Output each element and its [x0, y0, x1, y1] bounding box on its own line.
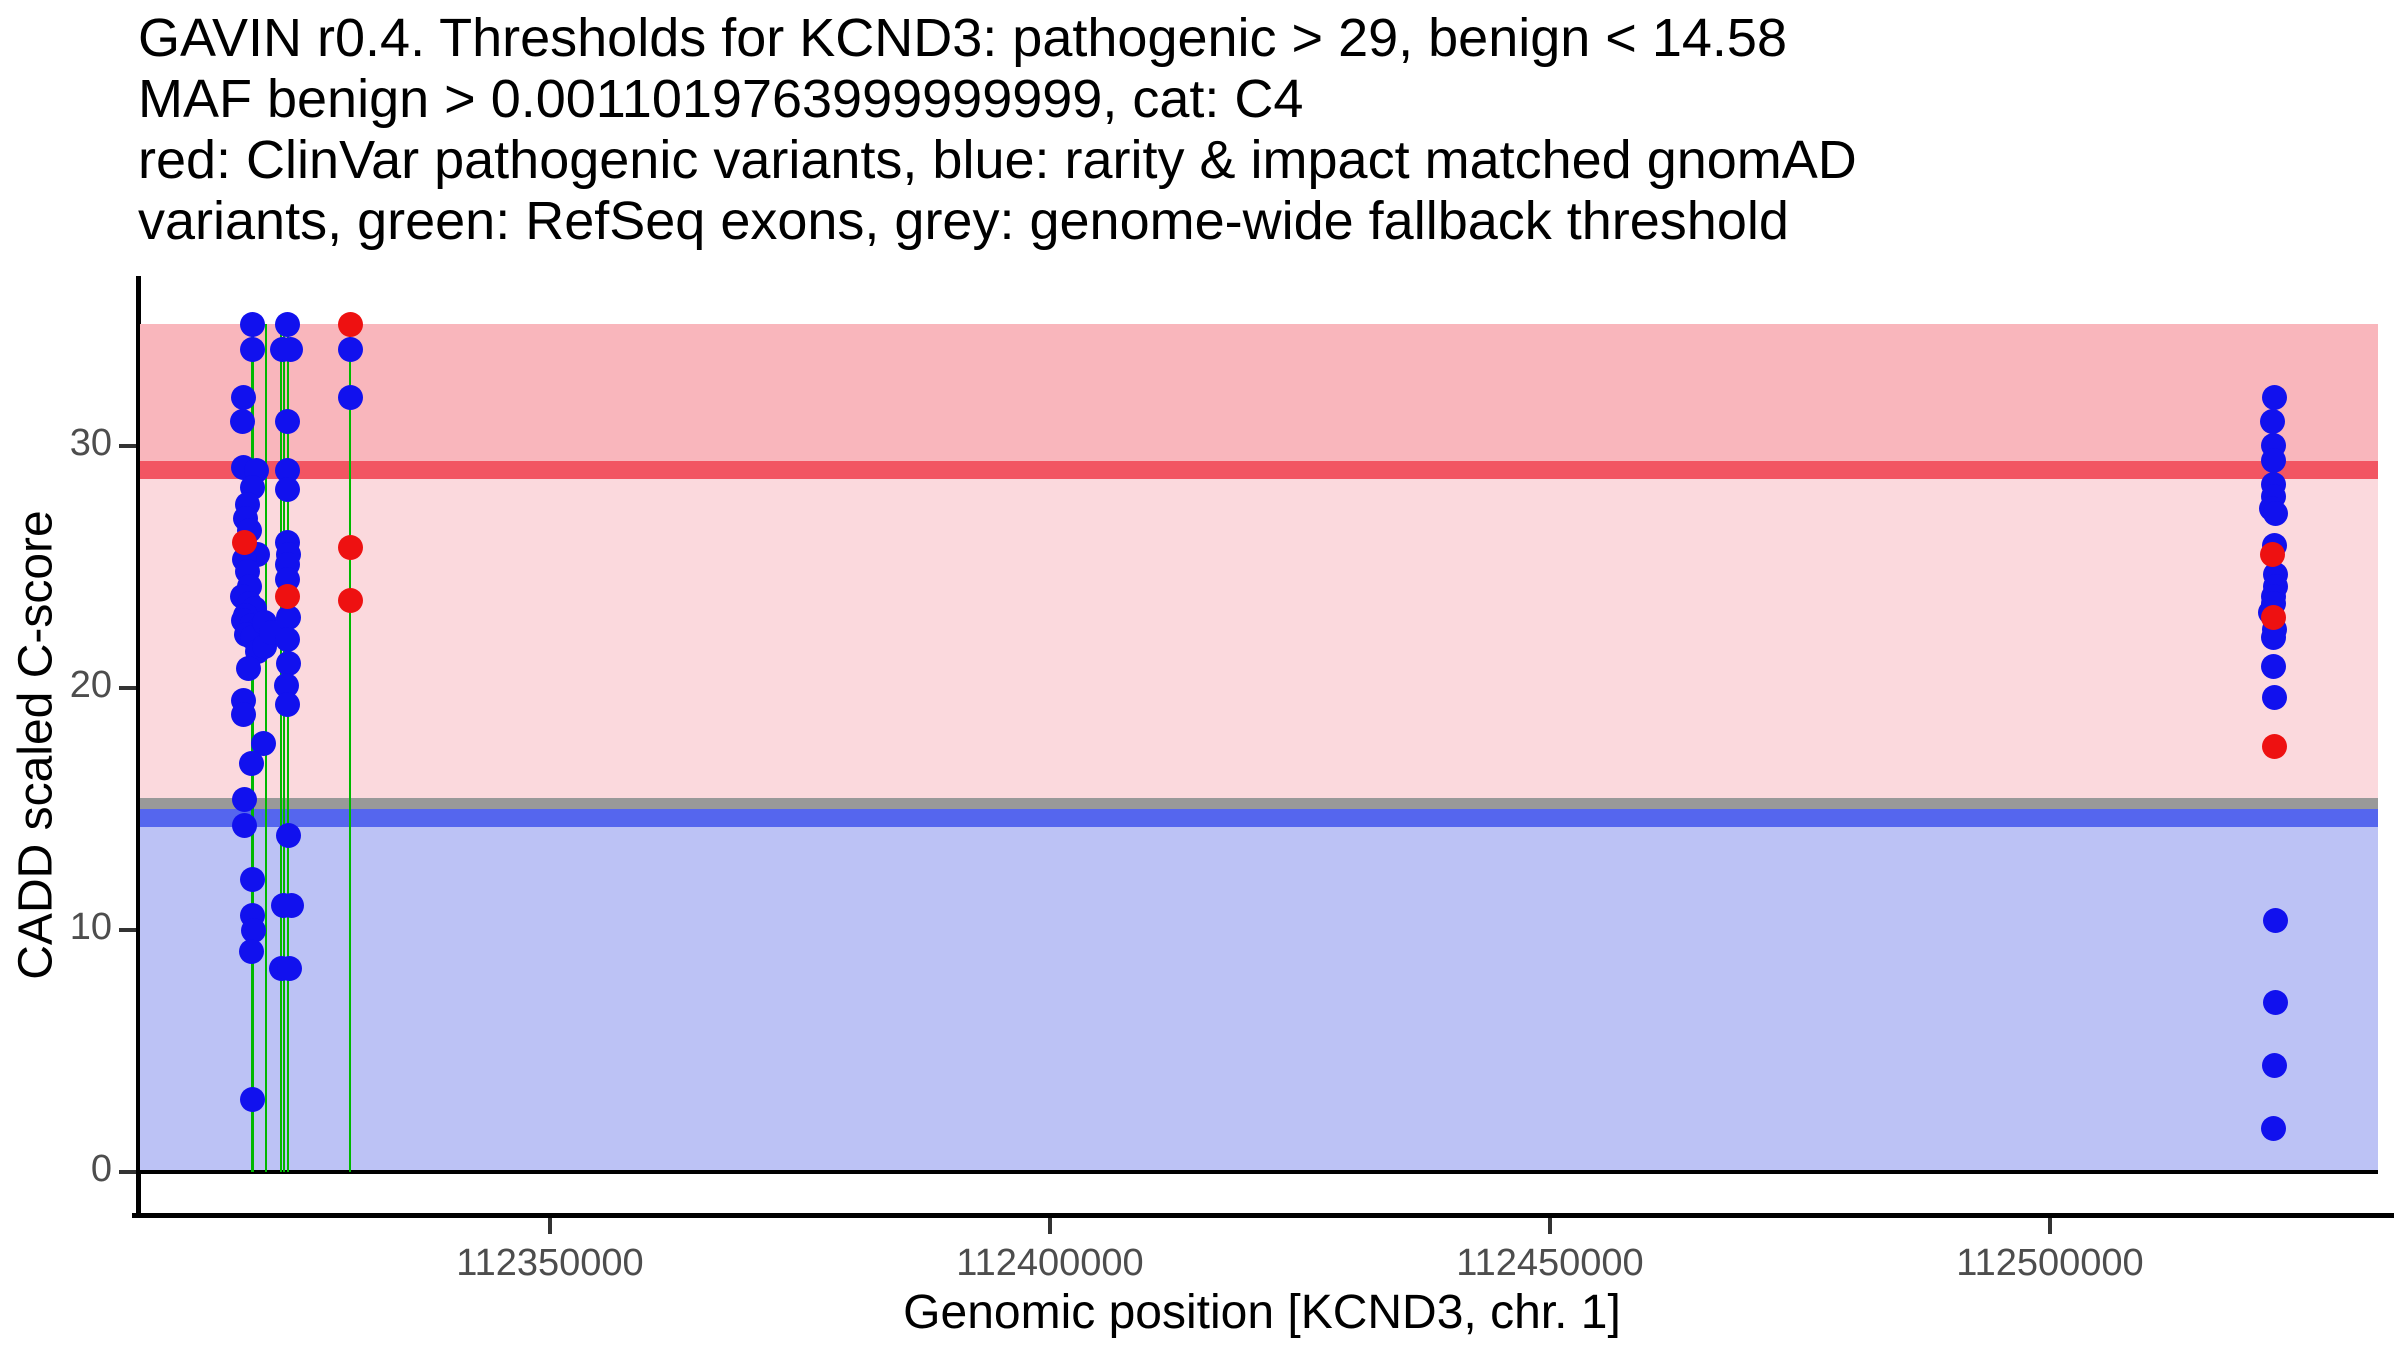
gnomad-variant-point [231, 813, 257, 839]
benign-threshold-band [140, 809, 2378, 827]
y-tick [119, 443, 136, 448]
x-tick [1048, 1218, 1052, 1234]
gnomad-variant-point [274, 627, 300, 653]
y-tick [119, 1170, 136, 1174]
gnomad-variant-point [239, 1086, 265, 1112]
y-tick [119, 928, 136, 932]
x-tick [2048, 1218, 2052, 1234]
gnomad-variant-point [274, 692, 300, 718]
chart-title-line-3: red: ClinVar pathogenic variants, blue: … [138, 130, 1857, 190]
exon-line [280, 323, 282, 1172]
chart-title-line-1: GAVIN r0.4. Thresholds for KCND3: pathog… [138, 8, 1787, 68]
pathogenic-threshold-band [140, 461, 2378, 480]
gnomad-variant-point [230, 385, 256, 411]
x-tick-label: 112500000 [1956, 1242, 2144, 1284]
gnomad-variant-point [2260, 448, 2286, 474]
exon-line [283, 323, 285, 1172]
gnomad-variant-point [274, 409, 300, 435]
y-tick-label: 10 [69, 906, 112, 948]
gnomad-variant-point [238, 939, 264, 965]
gnomad-variant-point [2261, 385, 2287, 411]
gnomad-variant-point [238, 750, 264, 776]
x-tick-label: 112450000 [1456, 1242, 1644, 1284]
x-axis-title: Genomic position [KCND3, chr. 1] [903, 1286, 1621, 1339]
gnomad-variant-point [235, 656, 261, 682]
exon-line [348, 323, 352, 1172]
gnomad-variant-point [231, 786, 257, 812]
benign-region [140, 819, 2378, 1172]
gnomad-variant-point [2260, 1115, 2286, 1141]
gnomad-variant-point [240, 917, 266, 943]
y-tick-label: 20 [69, 664, 112, 706]
gnomad-variant-point [274, 477, 300, 503]
gnomad-variant-point [2262, 907, 2288, 933]
pathogenic-region [140, 323, 2378, 471]
chart-title-line-4: variants, green: RefSeq exons, grey: gen… [138, 191, 1789, 251]
gnomad-variant-point [337, 336, 363, 362]
gnomad-variant-point [229, 409, 255, 435]
gnomad-variant-point [2262, 501, 2288, 527]
chart-title-line-2: MAF benign > 0.0011019763999999999, cat:… [138, 69, 1304, 129]
y-axis-line [136, 276, 141, 1218]
clinvar-pathogenic-point [2261, 733, 2287, 759]
x-tick-label: 112400000 [956, 1242, 1144, 1284]
x-tick [548, 1218, 552, 1234]
y-tick [119, 686, 136, 690]
gnomad-variant-point [239, 336, 265, 362]
gnomad-variant-point [275, 651, 301, 677]
zero-line [140, 1170, 2378, 1174]
gnomad-variant-point [277, 336, 303, 362]
clinvar-pathogenic-point [231, 530, 257, 556]
gnomad-variant-point [230, 702, 256, 728]
gnomad-variant-point [278, 893, 304, 919]
x-tick [1548, 1218, 1552, 1234]
gnomad-variant-point [276, 956, 302, 982]
gnomad-variant-point [2261, 685, 2287, 711]
plot-panel: 0 10 20 30 112350000 112400000 112450000 112500… [70, 276, 2394, 1284]
clinvar-pathogenic-point [337, 535, 363, 561]
clinvar-pathogenic-point [274, 583, 300, 609]
exon-line [287, 323, 289, 1172]
clinvar-pathogenic-point [2259, 542, 2285, 568]
gnomad-variant-point [274, 312, 300, 338]
gnomad-variant-point [2259, 409, 2285, 435]
chart-title: GAVIN r0.4. Thresholds for KCND3: pathog… [138, 8, 1857, 252]
clinvar-pathogenic-point [337, 588, 363, 614]
gnomad-variant-point [2261, 1053, 2287, 1079]
x-tick-label: 112350000 [456, 1242, 644, 1284]
gnomad-variant-point [337, 385, 363, 411]
gnomad-variant-point [239, 866, 265, 892]
gnomad-variant-point [275, 605, 301, 631]
gnomad-variant-point [2260, 653, 2286, 679]
gnomad-variant-point [239, 312, 265, 338]
fallback-threshold-band [140, 797, 2378, 809]
y-tick-label: 0 [90, 1148, 112, 1190]
x-axis-line [132, 1213, 2394, 1218]
gnomad-variant-point [275, 823, 301, 849]
intermediate-region [140, 470, 2378, 820]
gnomad-variant-point [2262, 990, 2288, 1016]
clinvar-pathogenic-point [337, 312, 363, 338]
clinvar-pathogenic-point [2260, 605, 2286, 631]
y-tick-label: 30 [69, 421, 112, 464]
